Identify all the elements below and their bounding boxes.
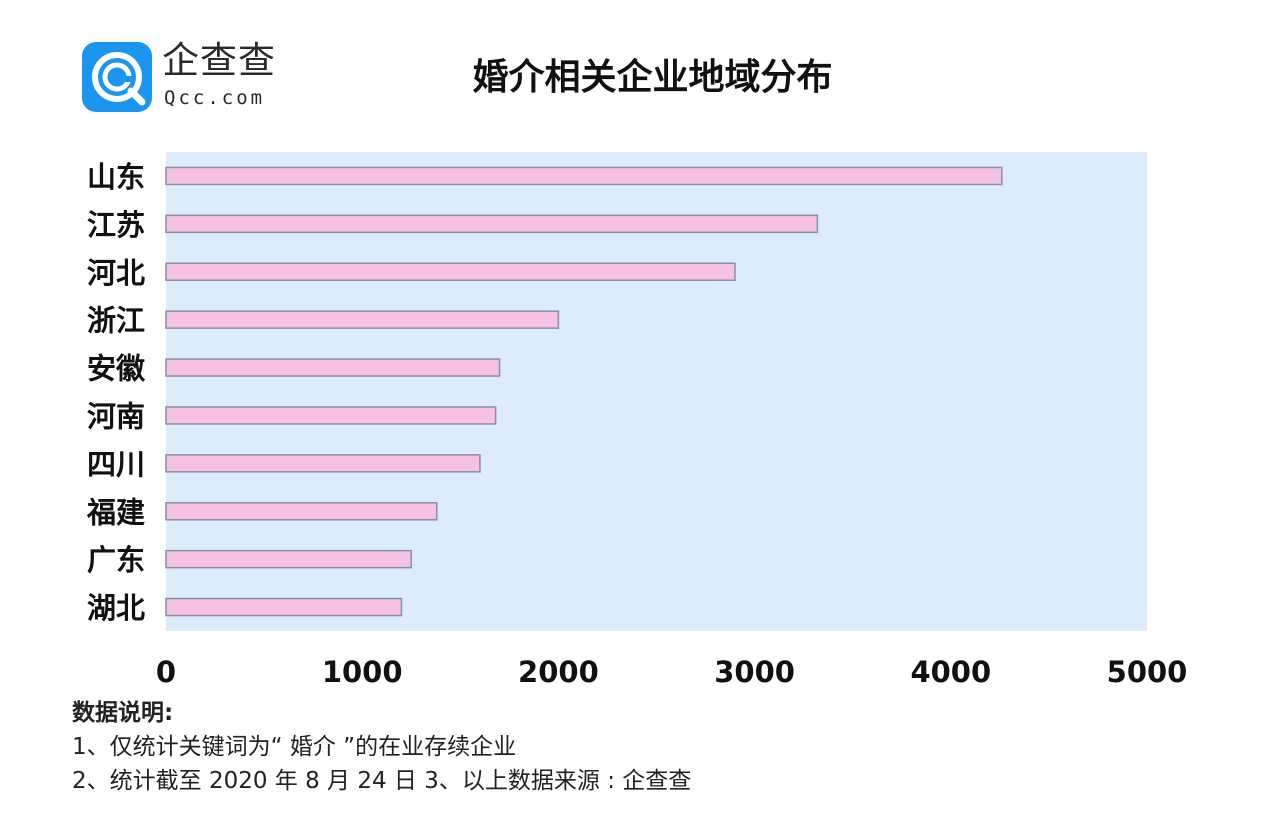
x-tick-label: 4000	[910, 655, 991, 689]
category-label: 四川	[87, 447, 145, 481]
bar	[165, 502, 438, 521]
bar	[165, 454, 481, 473]
bar	[165, 597, 403, 617]
qcc-logo-icon	[82, 42, 152, 112]
category-label: 安徽	[87, 352, 146, 386]
bar	[165, 166, 1003, 186]
category-label: 浙江	[87, 304, 145, 338]
category-label: 河北	[87, 256, 145, 290]
x-tick-label: 1000	[322, 655, 403, 689]
bar	[165, 214, 819, 234]
category-label: 江苏	[87, 208, 145, 242]
x-tick-label: 3000	[714, 655, 795, 689]
x-tick-label: 2000	[518, 655, 599, 689]
bar	[165, 549, 412, 569]
x-tick-label: 0	[156, 655, 176, 689]
category-label: 广东	[87, 543, 145, 577]
logo-brand-name: 企查查	[162, 39, 276, 82]
x-tick-label: 5000	[1107, 655, 1188, 689]
qcc-logo: 企查查 Qcc.com	[82, 39, 297, 112]
bar	[165, 310, 560, 329]
category-label: 湖北	[87, 591, 145, 625]
bar	[165, 406, 497, 425]
category-label: 河南	[87, 399, 145, 433]
chart-title: 婚介相关企业地域分布	[472, 57, 833, 98]
notes-line-1: 1、仅统计关键词为“ 婚介 ”的在业存续企业	[72, 734, 517, 760]
bar	[165, 358, 501, 377]
notes-heading: 数据说明:	[72, 700, 174, 726]
category-label: 山东	[87, 160, 145, 194]
logo-domain: Qcc.com	[164, 87, 266, 109]
category-label: 福建	[86, 495, 145, 529]
data-notes: 数据说明: 1、仅统计关键词为“ 婚介 ”的在业存续企业 2、统计截至 2020…	[72, 696, 1192, 798]
bar	[165, 262, 736, 281]
notes-line-2: 2、统计截至 2020 年 8 月 24 日 3、以上数据来源 : 企查查	[72, 768, 692, 794]
